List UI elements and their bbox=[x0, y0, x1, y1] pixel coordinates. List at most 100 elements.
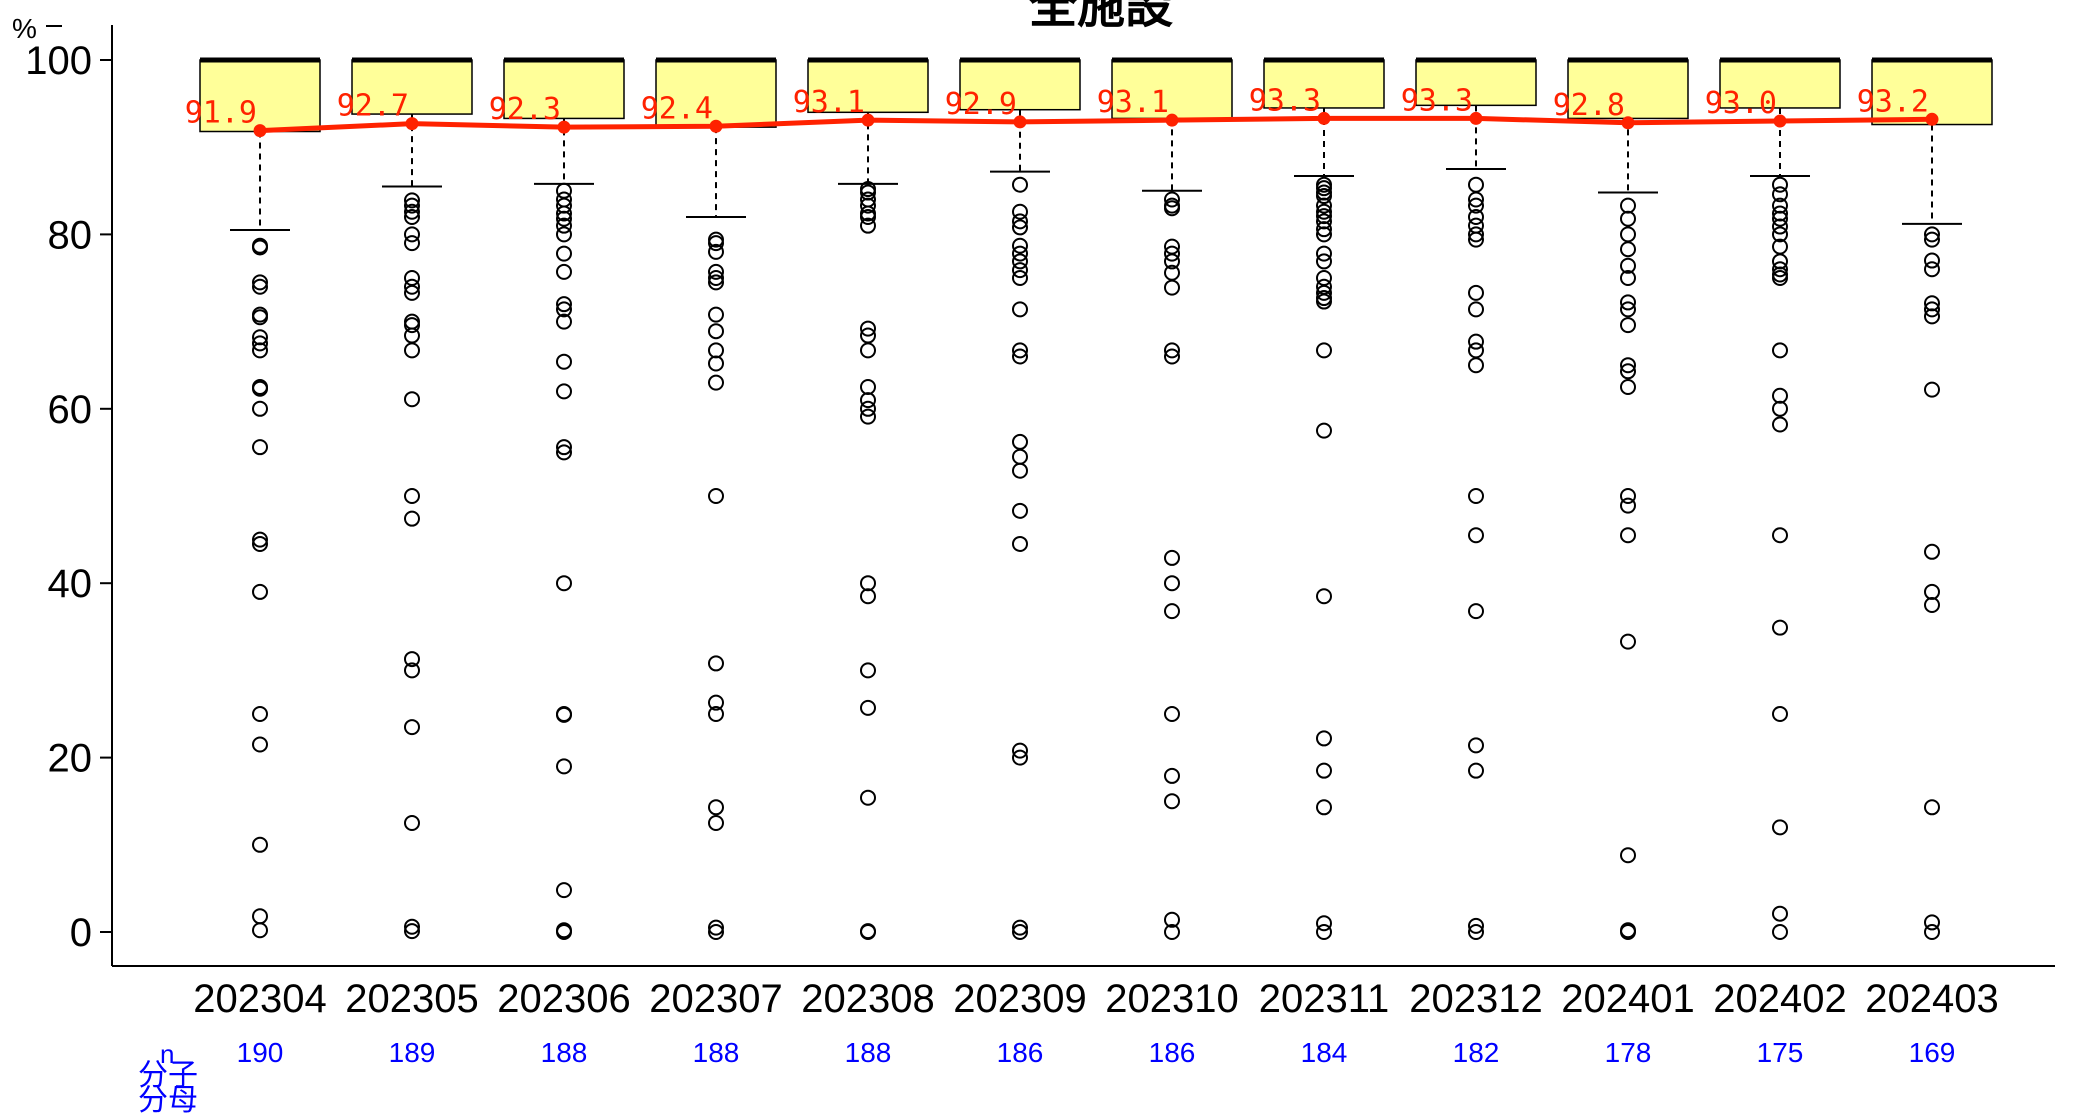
outlier-point bbox=[1316, 253, 1332, 270]
outlier-point bbox=[1316, 588, 1332, 605]
outlier-point bbox=[1316, 730, 1332, 747]
outlier-point bbox=[1620, 241, 1636, 258]
outlier-point bbox=[1012, 270, 1028, 286]
outlier-point bbox=[556, 245, 572, 262]
mean-label: 92.9 bbox=[945, 87, 1017, 122]
outlier-point bbox=[556, 439, 572, 456]
mean-point bbox=[1621, 116, 1635, 130]
mean-point bbox=[253, 124, 267, 138]
x-tick-label: 202309 bbox=[953, 977, 1086, 1021]
box bbox=[503, 59, 625, 120]
outlier-point bbox=[404, 923, 420, 940]
box bbox=[1263, 59, 1385, 109]
outlier-point bbox=[860, 400, 876, 417]
outlier-point bbox=[252, 836, 268, 853]
outlier-point bbox=[1468, 488, 1484, 504]
outlier-point bbox=[404, 651, 420, 668]
mean-point bbox=[1773, 114, 1787, 128]
outlier-point bbox=[404, 327, 420, 344]
outlier-point bbox=[708, 355, 724, 372]
n-value: 178 bbox=[1605, 1037, 1652, 1068]
outlier-point bbox=[708, 306, 724, 323]
x-tick-label: 202310 bbox=[1105, 977, 1238, 1021]
outlier-point bbox=[1620, 210, 1636, 227]
mean-label: 93.1 bbox=[1097, 85, 1169, 120]
outlier-point bbox=[1620, 527, 1636, 544]
outlier-point bbox=[1316, 245, 1332, 262]
outlier-point bbox=[1012, 924, 1028, 940]
outlier-point bbox=[252, 439, 268, 456]
outlier-point bbox=[1316, 221, 1332, 238]
x-tick-label: 202401 bbox=[1561, 977, 1694, 1021]
outlier-point bbox=[1468, 226, 1484, 243]
outlier-point bbox=[1316, 293, 1332, 310]
outlier-point bbox=[252, 380, 268, 397]
outlier-point bbox=[1316, 284, 1332, 301]
outlier-point bbox=[1468, 924, 1484, 940]
outlier-point bbox=[404, 208, 420, 225]
x-axis: 202304 202305 202306 202307 202308 202309 2023… bbox=[112, 965, 2055, 1021]
outlier-point bbox=[404, 918, 420, 935]
outlier-point bbox=[1012, 433, 1028, 450]
outlier-point bbox=[556, 301, 572, 318]
outlier-point bbox=[1620, 317, 1636, 334]
outlier-point bbox=[404, 317, 420, 334]
outlier-point bbox=[1468, 284, 1484, 301]
x-tick-label: 202403 bbox=[1865, 977, 1998, 1021]
outlier-point bbox=[1012, 448, 1028, 465]
outlier-point bbox=[1772, 619, 1788, 636]
y-tick-label: 20 bbox=[48, 737, 93, 781]
box bbox=[351, 59, 473, 115]
outlier-point bbox=[556, 575, 572, 592]
outlier-point bbox=[860, 320, 876, 337]
outlier-point bbox=[1620, 197, 1636, 214]
outlier-point bbox=[1772, 924, 1788, 940]
y-tick-label: 100 bbox=[25, 39, 92, 83]
outlier-point bbox=[860, 924, 876, 940]
n-row: n 190 189 188 188 188 186 186 184 182 178 175 169 分子分… bbox=[138, 1037, 1955, 1117]
outlier-point bbox=[1924, 583, 1940, 600]
outlier-point bbox=[708, 274, 724, 291]
y-axis-unit-label: % bbox=[12, 13, 37, 44]
mean-label: 92.8 bbox=[1553, 88, 1625, 123]
outlier-point bbox=[1012, 237, 1028, 254]
n-value: 189 bbox=[389, 1037, 436, 1068]
outlier-point bbox=[1012, 301, 1028, 318]
mean-point bbox=[1925, 112, 1939, 126]
outlier-point bbox=[1012, 203, 1028, 220]
outlier-point bbox=[1924, 261, 1940, 278]
mean-point bbox=[405, 117, 419, 131]
outlier-point bbox=[252, 335, 268, 352]
outlier-point bbox=[252, 237, 268, 254]
outlier-point bbox=[1012, 342, 1028, 359]
outlier-point bbox=[1772, 400, 1788, 417]
outlier-point bbox=[252, 278, 268, 295]
outlier-point bbox=[1924, 597, 1940, 613]
outlier-point bbox=[1620, 497, 1636, 514]
outlier-point bbox=[1772, 226, 1788, 243]
outlier-point bbox=[708, 342, 724, 359]
outlier-point bbox=[1468, 737, 1484, 754]
outlier-point bbox=[1164, 575, 1180, 592]
n-value: 182 bbox=[1453, 1037, 1500, 1068]
outlier-point bbox=[1924, 231, 1940, 248]
outlier-point bbox=[1012, 749, 1028, 766]
outlier-point bbox=[556, 217, 572, 234]
outlier-point bbox=[404, 719, 420, 736]
outlier-point bbox=[1924, 301, 1940, 318]
outlier-point bbox=[404, 203, 420, 220]
outlier-point bbox=[1164, 706, 1180, 722]
outlier-point bbox=[708, 655, 724, 672]
outlier-point bbox=[1012, 245, 1028, 262]
outlier-point bbox=[404, 226, 420, 243]
outlier-point bbox=[556, 882, 572, 899]
outlier-point bbox=[252, 706, 268, 722]
outlier-point bbox=[1620, 488, 1636, 504]
mean-point bbox=[861, 113, 875, 127]
outlier-point bbox=[556, 383, 572, 400]
outlier-point bbox=[1012, 348, 1028, 365]
n-value: 190 bbox=[237, 1037, 284, 1068]
outlier-point bbox=[1924, 799, 1940, 816]
mean-point bbox=[709, 119, 723, 133]
